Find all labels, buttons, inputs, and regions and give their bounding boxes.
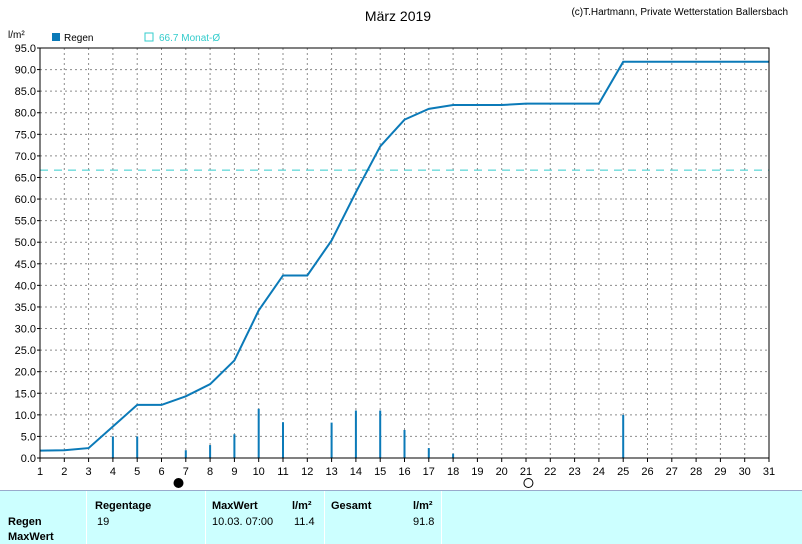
y-tick-label: 40.0 bbox=[15, 280, 36, 292]
y-tick-label: 45.0 bbox=[15, 259, 36, 271]
rain-bar bbox=[136, 436, 139, 458]
x-tick-label: 7 bbox=[183, 466, 189, 478]
y-tick-label: 75.0 bbox=[15, 129, 36, 141]
x-tick-label: 31 bbox=[763, 466, 775, 478]
grid bbox=[40, 48, 769, 458]
x-tick-label: 16 bbox=[398, 466, 410, 478]
y-tick-label: 10.0 bbox=[15, 410, 36, 422]
x-tick-labels: 1 2 3 4 5 6 7 8 9 10 11 12 13 14 15 16 17 18 19 20 21 22 23 24 2… bbox=[37, 458, 775, 478]
legend-swatch-avg bbox=[144, 32, 154, 42]
daily-rain-bars bbox=[111, 408, 625, 458]
plot-frame bbox=[39, 47, 770, 459]
x-tick-label: 26 bbox=[641, 466, 653, 478]
y-tick-label: 90.0 bbox=[15, 65, 36, 77]
y-tick-label: 60.0 bbox=[15, 194, 36, 206]
y-tick-label: 5.0 bbox=[21, 431, 36, 443]
cumulative-rain-line bbox=[39, 60, 769, 452]
y-tick-label: 70.0 bbox=[15, 151, 36, 163]
rain-bar bbox=[403, 429, 406, 458]
x-tick-label: 2 bbox=[61, 466, 67, 478]
x-tick-label: 13 bbox=[325, 466, 337, 478]
maxwert-date: 10.03. 07:00 bbox=[212, 516, 274, 528]
legend: Regen 66.7 Monat-Ø bbox=[52, 32, 220, 44]
regentage-value: 19 bbox=[97, 516, 110, 528]
y-tick-label: 55.0 bbox=[15, 216, 36, 228]
y-tick-label: 80.0 bbox=[15, 108, 36, 120]
legend-label-avg: 66.7 Monat-Ø bbox=[159, 33, 220, 44]
x-tick-label: 25 bbox=[617, 466, 629, 478]
x-tick-label: 30 bbox=[739, 466, 751, 478]
x-tick-label: 12 bbox=[301, 466, 313, 478]
rain-bar bbox=[184, 450, 187, 458]
chart-title: März 2019 bbox=[365, 8, 431, 24]
x-tick-label: 10 bbox=[253, 466, 265, 478]
rain-bar bbox=[257, 408, 260, 458]
full-moon-icon bbox=[523, 478, 534, 488]
x-tick-label: 11 bbox=[277, 466, 288, 478]
header-maxwert: MaxWert bbox=[212, 500, 258, 512]
x-tick-label: 4 bbox=[110, 466, 116, 478]
header-gesamt: Gesamt bbox=[331, 500, 372, 512]
maxwert-value: 11.4 bbox=[294, 516, 315, 528]
y-tick-label: 65.0 bbox=[15, 172, 36, 184]
y-tick-label: 0.0 bbox=[21, 453, 36, 465]
moon-phases bbox=[173, 478, 534, 488]
x-tick-label: 8 bbox=[207, 466, 213, 478]
x-tick-label: 21 bbox=[520, 466, 532, 478]
summary-divider bbox=[205, 491, 206, 544]
x-tick-label: 24 bbox=[593, 466, 605, 478]
rain-bar bbox=[330, 422, 333, 458]
header-maxwert-unit: l/m² bbox=[292, 500, 312, 512]
gesamt-value: 91.8 bbox=[413, 516, 435, 528]
y-tick-label: 30.0 bbox=[15, 324, 36, 336]
rain-bar bbox=[452, 453, 455, 458]
x-tick-label: 27 bbox=[666, 466, 678, 478]
header-regentage: Regentage bbox=[95, 500, 152, 512]
y-tick-label: 25.0 bbox=[15, 345, 36, 357]
summary-divider bbox=[324, 491, 325, 544]
legend-label-regen: Regen bbox=[64, 33, 93, 44]
rain-bar bbox=[622, 414, 625, 458]
x-tick-label: 6 bbox=[158, 466, 164, 478]
rain-bar bbox=[427, 448, 430, 458]
y-axis-label: l/m² bbox=[8, 30, 25, 41]
rain-bar bbox=[354, 410, 357, 458]
summary-panel: Regen MaxWert Regentage 19 MaxWert l/m² … bbox=[0, 490, 802, 544]
rain-bar bbox=[282, 422, 284, 458]
row-label-regen: Regen bbox=[8, 516, 42, 528]
legend-swatch-regen bbox=[52, 33, 60, 41]
y-tick-labels: 0.0 5.0 10.0 15.0 20.0 25.0 30.0 35.0 40.0 45.0 50… bbox=[15, 43, 40, 465]
rain-chart: März 2019 (c)T.Hartmann, Private Wetters… bbox=[8, 7, 788, 488]
header-gesamt-unit: l/m² bbox=[413, 500, 433, 512]
x-tick-label: 15 bbox=[374, 466, 386, 478]
summary-divider bbox=[86, 491, 87, 544]
rain-bar bbox=[111, 436, 114, 458]
row-label-maxwert: MaxWert bbox=[8, 531, 54, 543]
x-tick-label: 29 bbox=[714, 466, 726, 478]
y-tick-label: 20.0 bbox=[15, 367, 36, 379]
rain-bar bbox=[209, 445, 212, 458]
y-tick-label: 85.0 bbox=[15, 86, 36, 98]
x-tick-label: 23 bbox=[568, 466, 580, 478]
x-tick-label: 9 bbox=[231, 466, 237, 478]
x-tick-label: 5 bbox=[134, 466, 140, 478]
x-tick-label: 20 bbox=[496, 466, 508, 478]
y-tick-label: 15.0 bbox=[15, 388, 36, 400]
rain-bar bbox=[379, 410, 382, 458]
rain-bar bbox=[233, 434, 236, 458]
new-moon-icon bbox=[173, 478, 184, 488]
summary-divider bbox=[441, 491, 442, 544]
y-tick-label: 95.0 bbox=[15, 43, 36, 55]
x-tick-label: 18 bbox=[447, 466, 459, 478]
x-tick-label: 1 bbox=[37, 466, 43, 478]
x-tick-label: 14 bbox=[350, 466, 362, 478]
x-tick-label: 22 bbox=[544, 466, 556, 478]
x-tick-label: 28 bbox=[690, 466, 702, 478]
copyright-text: (c)T.Hartmann, Private Wetterstation Bal… bbox=[571, 7, 788, 18]
y-tick-label: 50.0 bbox=[15, 237, 36, 249]
x-tick-label: 17 bbox=[423, 466, 435, 478]
x-tick-label: 19 bbox=[471, 466, 483, 478]
x-tick-label: 3 bbox=[86, 466, 92, 478]
y-tick-label: 35.0 bbox=[15, 302, 36, 314]
